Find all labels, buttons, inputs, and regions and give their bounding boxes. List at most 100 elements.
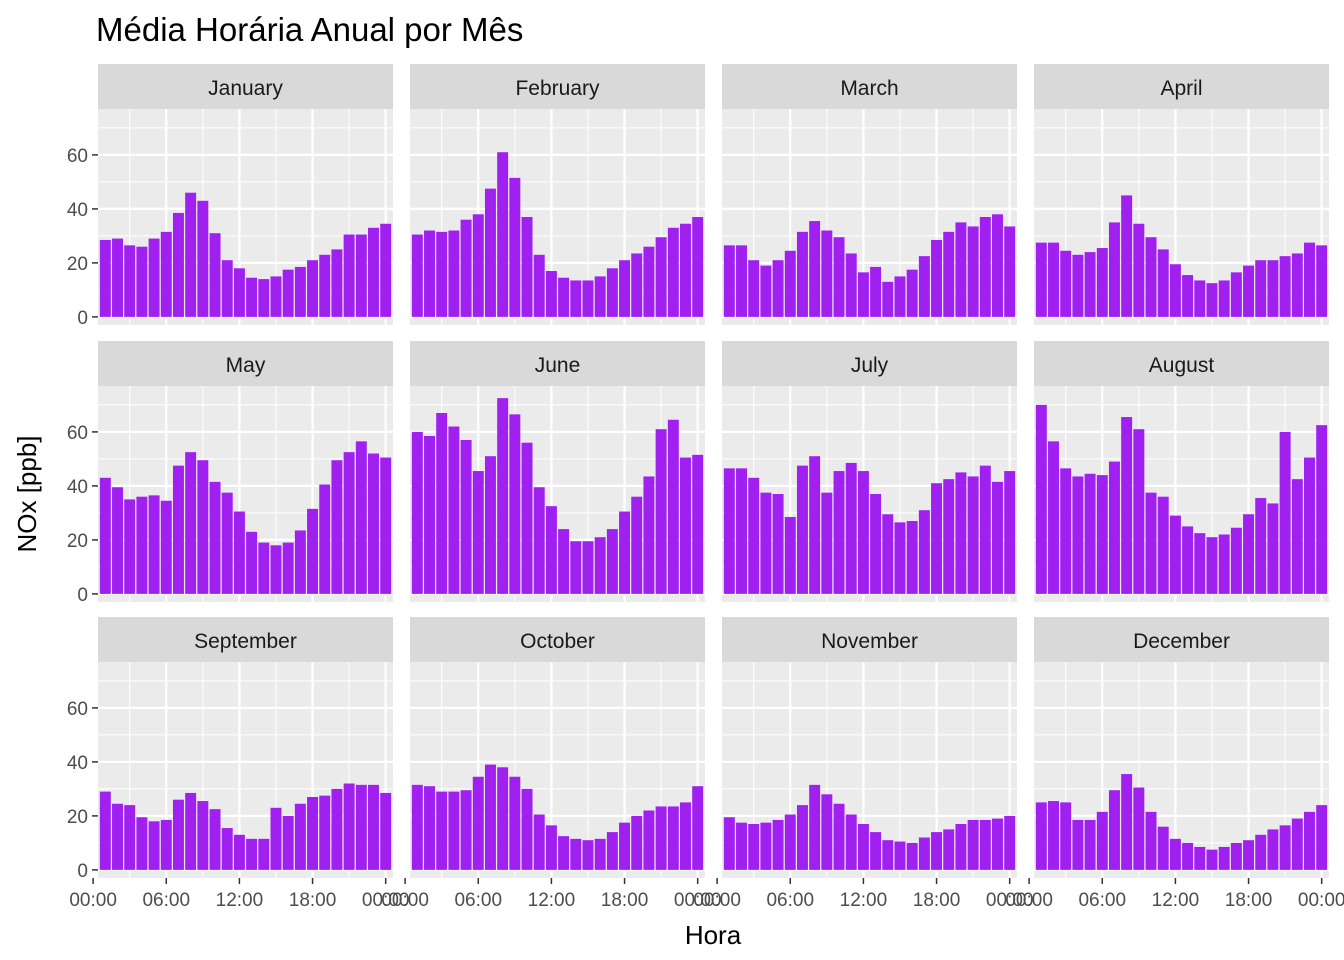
bar	[655, 806, 667, 870]
bar	[148, 821, 160, 870]
bar	[594, 838, 606, 870]
bar	[319, 484, 331, 594]
bar	[1169, 264, 1181, 317]
bar	[270, 276, 282, 317]
y-tick-label: 40	[67, 477, 88, 498]
y-tick-label: 20	[67, 531, 88, 552]
bar	[509, 177, 521, 317]
bar	[1206, 849, 1218, 870]
bar	[484, 764, 496, 870]
bar	[1255, 260, 1267, 317]
bar	[967, 819, 979, 870]
bar	[1279, 256, 1291, 317]
bar	[1121, 195, 1133, 317]
bar	[931, 483, 943, 594]
bar	[1255, 834, 1267, 870]
bar	[918, 837, 930, 870]
bar	[1267, 503, 1279, 594]
bar	[1035, 404, 1047, 594]
bar	[160, 231, 172, 317]
facet-strip	[1034, 341, 1329, 386]
chart-title: Média Horária Anual por Mês	[96, 11, 523, 48]
bar	[882, 840, 894, 870]
bar	[172, 465, 184, 594]
bar	[955, 472, 967, 594]
bar	[643, 246, 655, 317]
bar	[918, 256, 930, 317]
bar	[497, 398, 509, 594]
bar	[368, 227, 379, 317]
bar	[1084, 473, 1096, 594]
bar	[1291, 818, 1303, 870]
bar	[368, 784, 379, 870]
bar	[112, 238, 123, 317]
bar	[1316, 425, 1328, 594]
facet-strip-label: February	[515, 77, 600, 100]
bar	[185, 792, 197, 870]
bar	[631, 815, 643, 870]
bar	[1096, 811, 1108, 870]
bar	[246, 838, 258, 870]
bar	[643, 810, 655, 870]
facet-panel-february: February	[404, 64, 705, 325]
bar	[221, 260, 233, 317]
bar	[1304, 457, 1315, 594]
bar	[870, 494, 882, 594]
bar	[643, 476, 655, 594]
bar	[1304, 811, 1315, 870]
bar	[809, 456, 821, 594]
bar	[1084, 819, 1096, 870]
bar	[172, 212, 184, 317]
bar	[894, 841, 906, 870]
bar	[294, 266, 306, 317]
bar	[343, 234, 355, 317]
bar	[821, 492, 833, 594]
bar	[833, 803, 845, 870]
bar	[124, 245, 136, 317]
bar	[1255, 498, 1267, 594]
bar	[424, 435, 435, 594]
bars	[1035, 774, 1328, 870]
bar	[448, 426, 460, 594]
facet-panel-october: October	[404, 617, 705, 878]
facet-strip	[98, 64, 393, 109]
bar	[521, 217, 533, 317]
x-tick-label: 00:00	[693, 890, 741, 911]
bar	[833, 471, 845, 594]
bar	[979, 465, 991, 594]
bar	[772, 819, 784, 870]
bar	[1048, 441, 1059, 594]
bar	[1243, 840, 1255, 870]
bar	[857, 471, 869, 594]
bar	[1145, 237, 1157, 317]
bar	[509, 776, 521, 870]
bar	[582, 541, 594, 594]
facet-strip	[410, 341, 705, 386]
bar	[845, 814, 857, 870]
bar	[1072, 254, 1084, 317]
bars	[723, 784, 1016, 870]
facet-strip-label: July	[851, 354, 889, 377]
x-tick-label: 00:00	[674, 890, 722, 911]
bars	[411, 764, 704, 870]
bar	[906, 269, 918, 317]
bar	[246, 531, 258, 594]
bar	[160, 819, 172, 870]
bar	[667, 806, 679, 870]
bar	[1206, 537, 1218, 594]
bars	[723, 456, 1016, 594]
x-tick-label: 00:00	[69, 890, 117, 911]
y-tick-label: 60	[67, 423, 88, 444]
bar	[258, 279, 270, 317]
bar	[1157, 826, 1169, 870]
facet-panel-may: May	[92, 341, 393, 602]
bar	[1133, 787, 1145, 870]
bar	[160, 500, 172, 594]
bar	[619, 822, 631, 870]
bar	[955, 222, 967, 317]
facet-panel-december: December	[1028, 617, 1329, 878]
bar	[943, 829, 955, 870]
bar	[1194, 846, 1206, 870]
y-axis-title: NOx [ppb]	[12, 435, 42, 552]
facet-strip	[98, 617, 393, 662]
